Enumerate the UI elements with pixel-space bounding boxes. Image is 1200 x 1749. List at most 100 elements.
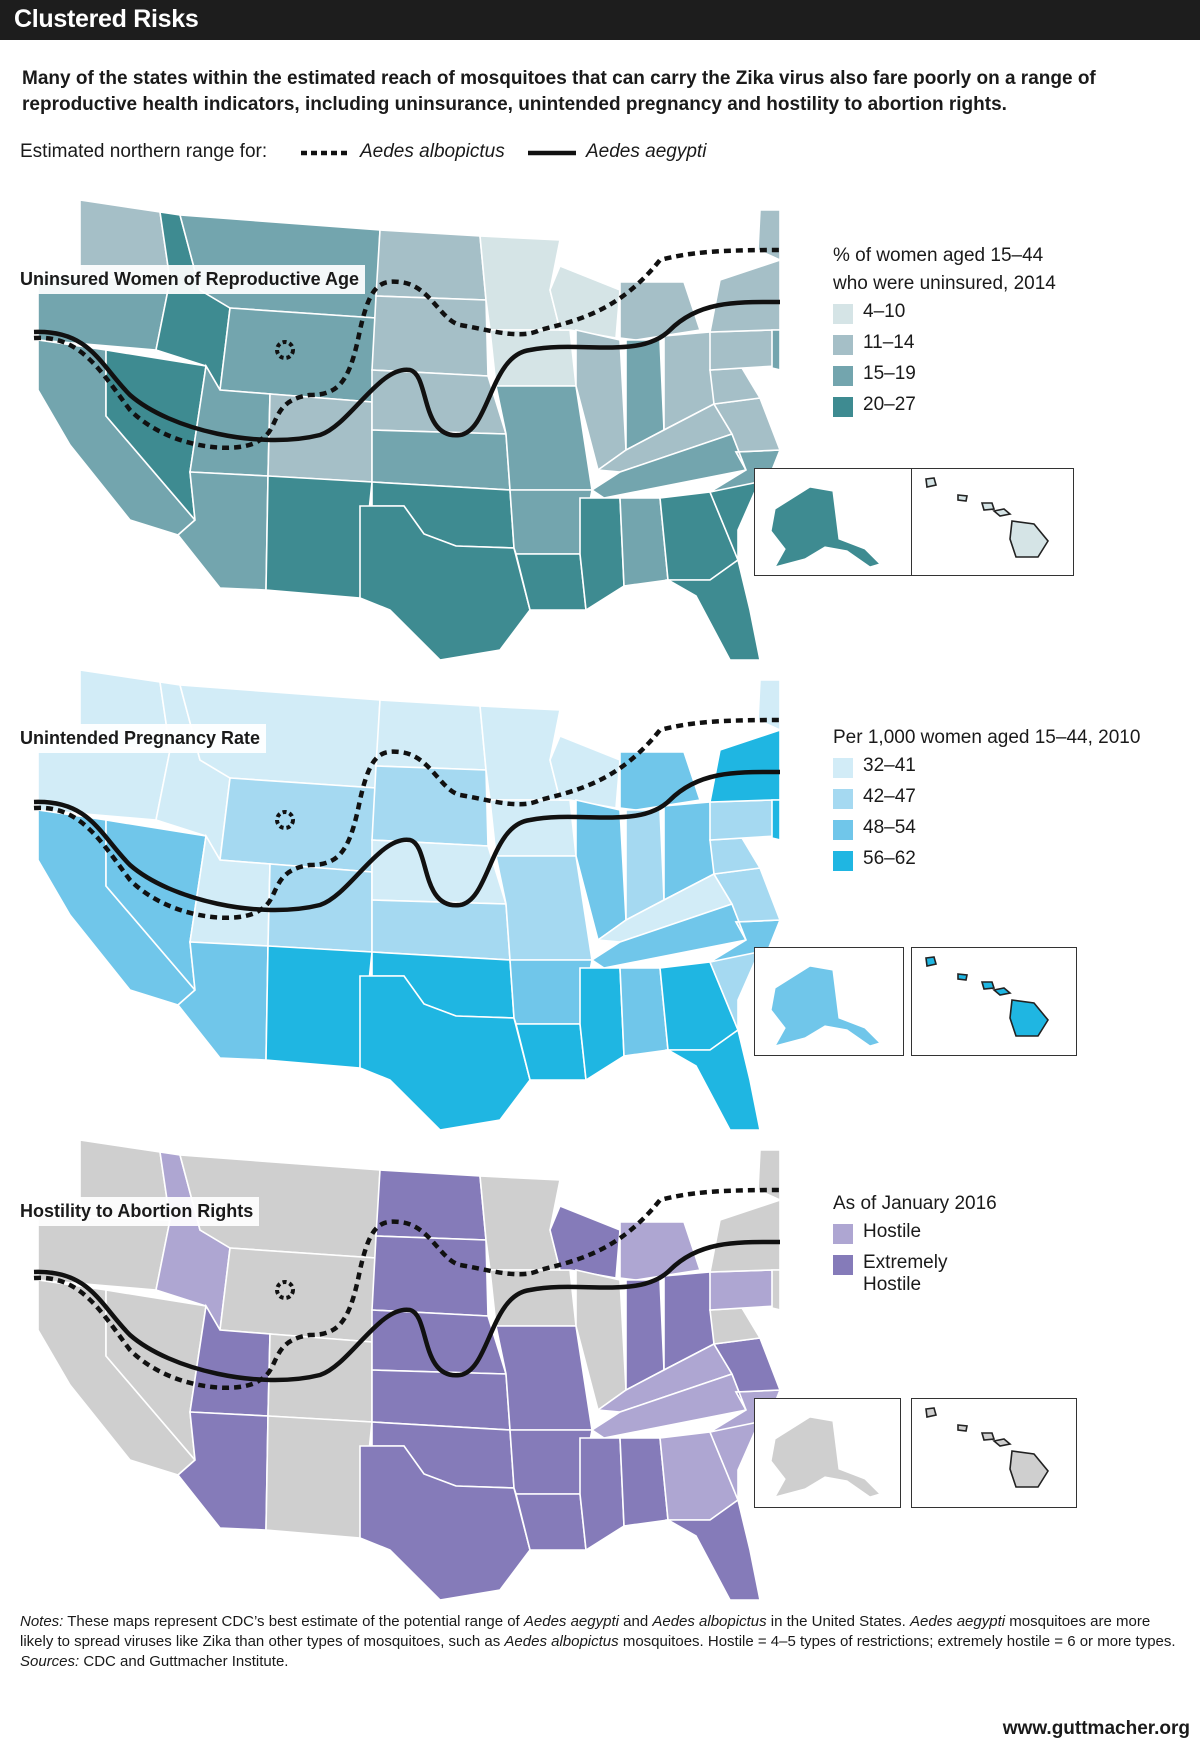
state-wy — [219, 777, 377, 873]
state-hi-island-3 — [980, 502, 996, 511]
state-hi-island-1 — [925, 1407, 938, 1418]
range-legend-albopictus: Aedes albopictus — [360, 141, 505, 162]
range-line-albopictus — [33, 1187, 780, 1390]
state-ks — [371, 899, 511, 961]
range-line-aegypti — [33, 1239, 780, 1383]
range-ring-albopictus — [275, 810, 295, 830]
legend-item: Extremely Hostile — [833, 1249, 997, 1295]
legend-swatch — [833, 397, 853, 417]
state-nd — [375, 229, 487, 301]
inset-alaska — [754, 1398, 901, 1508]
state-wi — [549, 734, 621, 809]
solid-line-icon — [528, 150, 576, 156]
state-ms — [579, 1437, 625, 1552]
state-wv — [709, 367, 762, 405]
range-line-aegypti — [33, 299, 780, 443]
state-hi-island-3 — [980, 1432, 996, 1441]
notes-text: These maps represent CDC’s best estimate… — [63, 1613, 524, 1630]
state-mo — [495, 855, 593, 961]
intro-text: Many of the states within the estimated … — [22, 68, 1096, 115]
species-name: Aedes albopictus — [652, 1613, 767, 1630]
legend-label: Hostile — [863, 1221, 922, 1242]
legend-swatch — [833, 1255, 853, 1275]
map-label-unintended: Unintended Pregnancy Rate — [14, 724, 267, 753]
range-ring-albopictus — [275, 340, 295, 360]
legend-label: 56–62 — [863, 848, 916, 869]
panel-hostility: Hostility to Abortion Rights As of Janua… — [0, 1130, 1200, 1600]
state-wy — [219, 1247, 377, 1343]
inset-alaska — [754, 947, 904, 1056]
legend-item: Hostile — [833, 1218, 997, 1249]
state-ak — [770, 486, 882, 568]
dashed-line-icon — [301, 150, 349, 156]
state-wi — [549, 1204, 621, 1279]
notes: Notes: These maps represent CDC’s best e… — [20, 1612, 1180, 1672]
legend-item: 48–54 — [833, 814, 1140, 845]
legend-title-line2: who were uninsured, 2014 — [833, 273, 1056, 294]
footer-url: www.guttmacher.org — [1002, 1718, 1190, 1739]
legend-item: 20–27 — [833, 391, 1056, 422]
state-mn — [479, 705, 562, 801]
state-fl — [664, 1028, 761, 1130]
legend-swatch — [833, 1224, 853, 1244]
legend-item: 11–14 — [833, 329, 1056, 360]
notes-text: in the United States. — [766, 1613, 911, 1630]
legend-item: 4–10 — [833, 298, 1056, 329]
state-ia — [489, 1269, 577, 1327]
state-ia — [489, 329, 577, 387]
legend-label: Extremely Hostile — [863, 1252, 948, 1295]
range-legend-label: Estimated northern range for: — [20, 141, 268, 162]
legend-title-line1: As of January 2016 — [833, 1193, 997, 1214]
state-az — [176, 941, 269, 1061]
legend-swatch — [833, 758, 853, 778]
state-sd — [371, 765, 489, 847]
page-title: Clustered Risks — [14, 5, 199, 33]
legend-swatch — [833, 335, 853, 355]
state-hi-island-2 — [957, 973, 968, 981]
legend-label: 42–47 — [863, 786, 916, 807]
state-sd — [371, 1235, 489, 1317]
state-wi — [549, 264, 621, 339]
legend-swatch — [833, 820, 853, 840]
state-mn — [479, 1175, 562, 1271]
species-name: Aedes aegypti — [523, 1613, 619, 1630]
legend-title-line1: Per 1,000 women aged 15–44, 2010 — [833, 727, 1141, 748]
inset-hawaii — [911, 1398, 1077, 1508]
notes-text: mosquitoes are more likely to spread vir… — [20, 1613, 1151, 1650]
legend-label: 15–19 — [863, 363, 916, 384]
panel-unintended: Unintended Pregnancy Rate Per 1,000 wome… — [0, 660, 1200, 1130]
legend-hostility: As of January 2016 Hostile Extremely Host… — [833, 1190, 997, 1295]
notes-text: and — [618, 1613, 653, 1630]
state-nm — [265, 945, 373, 1069]
legend-label: 4–10 — [863, 301, 906, 322]
notes-text: CDC and Guttmacher Institute. — [79, 1653, 289, 1670]
legend-unintended: Per 1,000 women aged 15–44, 2010 32–41 42… — [833, 724, 1140, 876]
state-hi-island-4 — [992, 1438, 1012, 1447]
state-nm — [265, 475, 373, 599]
state-wy — [219, 307, 377, 403]
state-nj — [771, 329, 780, 371]
map-label-uninsured: Uninsured Women of Reproductive Age — [14, 265, 366, 294]
state-hi-island-5 — [1009, 520, 1049, 558]
state-pa — [709, 329, 777, 371]
range-legend-aegypti: Aedes aegypti — [586, 141, 707, 162]
state-hi-island-2 — [957, 1424, 968, 1432]
inset-hawaii — [911, 468, 1074, 576]
state-hi-island-2 — [957, 494, 968, 502]
panel-uninsured: Uninsured Women of Reproductive Age % of… — [0, 190, 1200, 660]
state-hi-island-4 — [992, 508, 1012, 517]
state-ks — [371, 1369, 511, 1431]
legend-item: 56–62 — [833, 845, 1140, 876]
legend-swatch — [833, 851, 853, 871]
state-ny — [709, 259, 780, 333]
state-nd — [375, 699, 487, 771]
state-hi-island-5 — [1009, 999, 1049, 1037]
state-hi-island-3 — [980, 981, 996, 990]
state-ny — [709, 729, 780, 803]
state-mn — [479, 235, 562, 331]
inset-alaska — [754, 468, 931, 576]
state-nj — [771, 1269, 780, 1311]
state-nm — [265, 1415, 373, 1539]
state-wv — [709, 1307, 762, 1345]
legend-label: 20–27 — [863, 394, 916, 415]
